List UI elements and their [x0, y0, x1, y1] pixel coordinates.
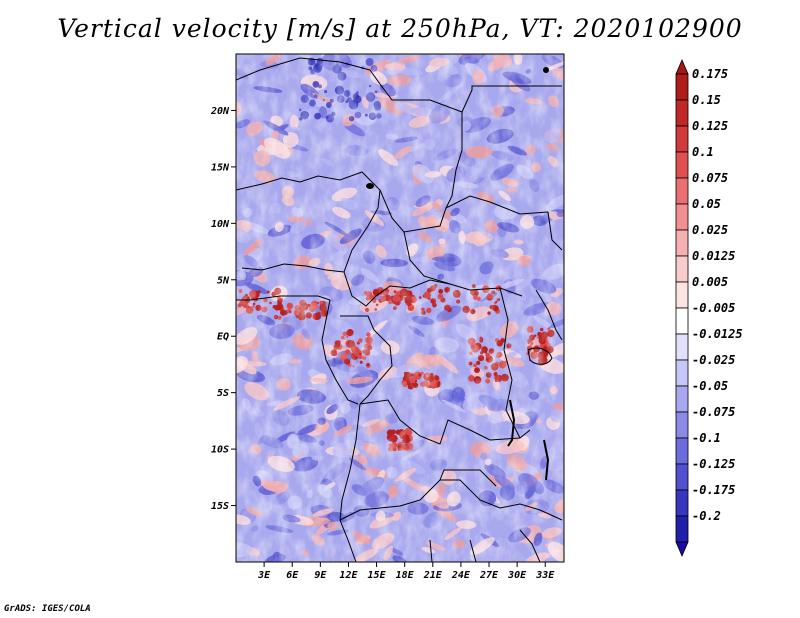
colorbar-box [675, 307, 689, 335]
colorbar-box [675, 333, 689, 361]
colorbar-level-label: -0.025 [692, 353, 735, 367]
border-egypt [461, 85, 562, 113]
colorbar-labels: 0.175 0.15 0.125 0.1 0.075 0.05 0.025 0.0125 0.0… [692, 67, 743, 523]
colorbar-level-label: -0.075 [692, 405, 735, 419]
border-zambia [439, 469, 497, 487]
border-drc-east [499, 287, 521, 439]
colorbar-box [675, 203, 689, 231]
lon-tick-label: 21E [423, 570, 443, 581]
border-ethiopia [547, 211, 563, 251]
colorbar-level-label: -0.0125 [692, 327, 743, 341]
colorbar-box [675, 255, 689, 283]
colorbar-box [675, 99, 689, 127]
lake-chad [366, 183, 374, 189]
colorbar-level-label: -0.175 [692, 483, 735, 497]
lon-tick-label: 3E [257, 570, 271, 581]
border-angola-west [339, 403, 361, 562]
colorbar-level-label: 0.005 [692, 275, 728, 289]
lat-tick-label: 10N [211, 219, 230, 230]
colorbar-box [675, 515, 689, 543]
lat-tick-label: 5N [217, 275, 230, 286]
colorbar-level-label: 0.05 [692, 197, 721, 211]
colorbar-box [675, 151, 689, 179]
latitude-axis: 20N 15N 10N 5N EQ 5S 10S 15S [210, 106, 236, 512]
country-borders [236, 57, 563, 562]
colorbar-box [675, 229, 689, 257]
colorbar-box [675, 437, 689, 465]
coast-west-central [321, 299, 359, 405]
lat-tick-label: 15N [211, 162, 230, 173]
chart-title: Vertical velocity [m/s] at 250hPa, VT: 2… [57, 14, 743, 43]
border-kenya [535, 289, 563, 341]
colorbar-bottom-arrow [675, 541, 689, 558]
lon-tick-label: 9E [314, 570, 327, 581]
border-angola-south [339, 479, 563, 521]
map-frame [235, 53, 565, 563]
border-drc-south [359, 399, 531, 445]
colorbar-level-label: -0.125 [692, 457, 735, 471]
colorbar-box [675, 177, 689, 205]
colorbar-box [675, 385, 689, 413]
lake-nile [543, 67, 549, 73]
colorbar-level-label: 0.125 [692, 119, 728, 133]
colorbar-box [675, 489, 689, 517]
lon-tick-label: 24E [451, 570, 471, 581]
lake-victoria [527, 347, 553, 365]
border-congo [340, 315, 393, 405]
field-texture [236, 54, 564, 562]
colorbar-box [675, 281, 689, 309]
coast-gulf-guinea [236, 295, 331, 301]
colorbar-boxes [675, 58, 689, 558]
lon-tick-label: 15E [368, 570, 387, 581]
colorbar-level-label: -0.2 [692, 509, 721, 523]
lon-tick-label: 30E [507, 570, 527, 581]
colorbar-box [675, 73, 689, 101]
lon-tick-label: 27E [479, 570, 499, 581]
lat-tick-label: 5S [217, 388, 229, 399]
border-southern-1 [429, 529, 541, 562]
border-north-1 [236, 57, 371, 81]
lon-tick-label: 33E [535, 570, 555, 581]
colorbar-level-label: -0.1 [692, 431, 721, 445]
colorbar-level-label: 0.075 [692, 171, 728, 185]
colorbar-box [675, 411, 689, 439]
colorbar-level-label: -0.005 [692, 301, 735, 315]
longitude-axis: 3E 6E 9E 12E 15E 18E 21E 24E 27E 30E 33E [257, 562, 555, 581]
border-chad-sudan [379, 189, 549, 233]
lat-tick-label: 15S [211, 501, 229, 512]
lon-tick-label: 12E [339, 570, 358, 581]
colorbar-box [675, 359, 689, 387]
lon-tick-label: 6E [286, 570, 299, 581]
lat-tick-label: EQ [217, 332, 229, 343]
colorbar-top-arrow [675, 58, 689, 75]
lat-tick-label: 10S [211, 445, 229, 456]
colorbar-level-label: 0.15 [692, 93, 721, 107]
footer-credit: GrADS: IGES/COLA [4, 604, 91, 614]
lake-malawi [543, 439, 550, 481]
colorbar-level-label: 0.0125 [692, 249, 735, 263]
field-layer [236, 54, 564, 562]
lat-tick-label: 20N [210, 106, 230, 117]
colorbar-level-label: 0.175 [692, 67, 728, 81]
lon-tick-label: 18E [396, 570, 415, 581]
lake-tanganyika [507, 399, 516, 447]
colorbar-level-label: 0.1 [692, 145, 714, 159]
colorbar-box [675, 463, 689, 491]
colorbar-level-label: 0.025 [692, 223, 728, 237]
colorbar-level-label: -0.05 [692, 379, 728, 393]
border-cameroon [343, 271, 451, 307]
lakes [366, 67, 553, 481]
border-west-africa [236, 171, 381, 273]
colorbar-box [675, 125, 689, 153]
